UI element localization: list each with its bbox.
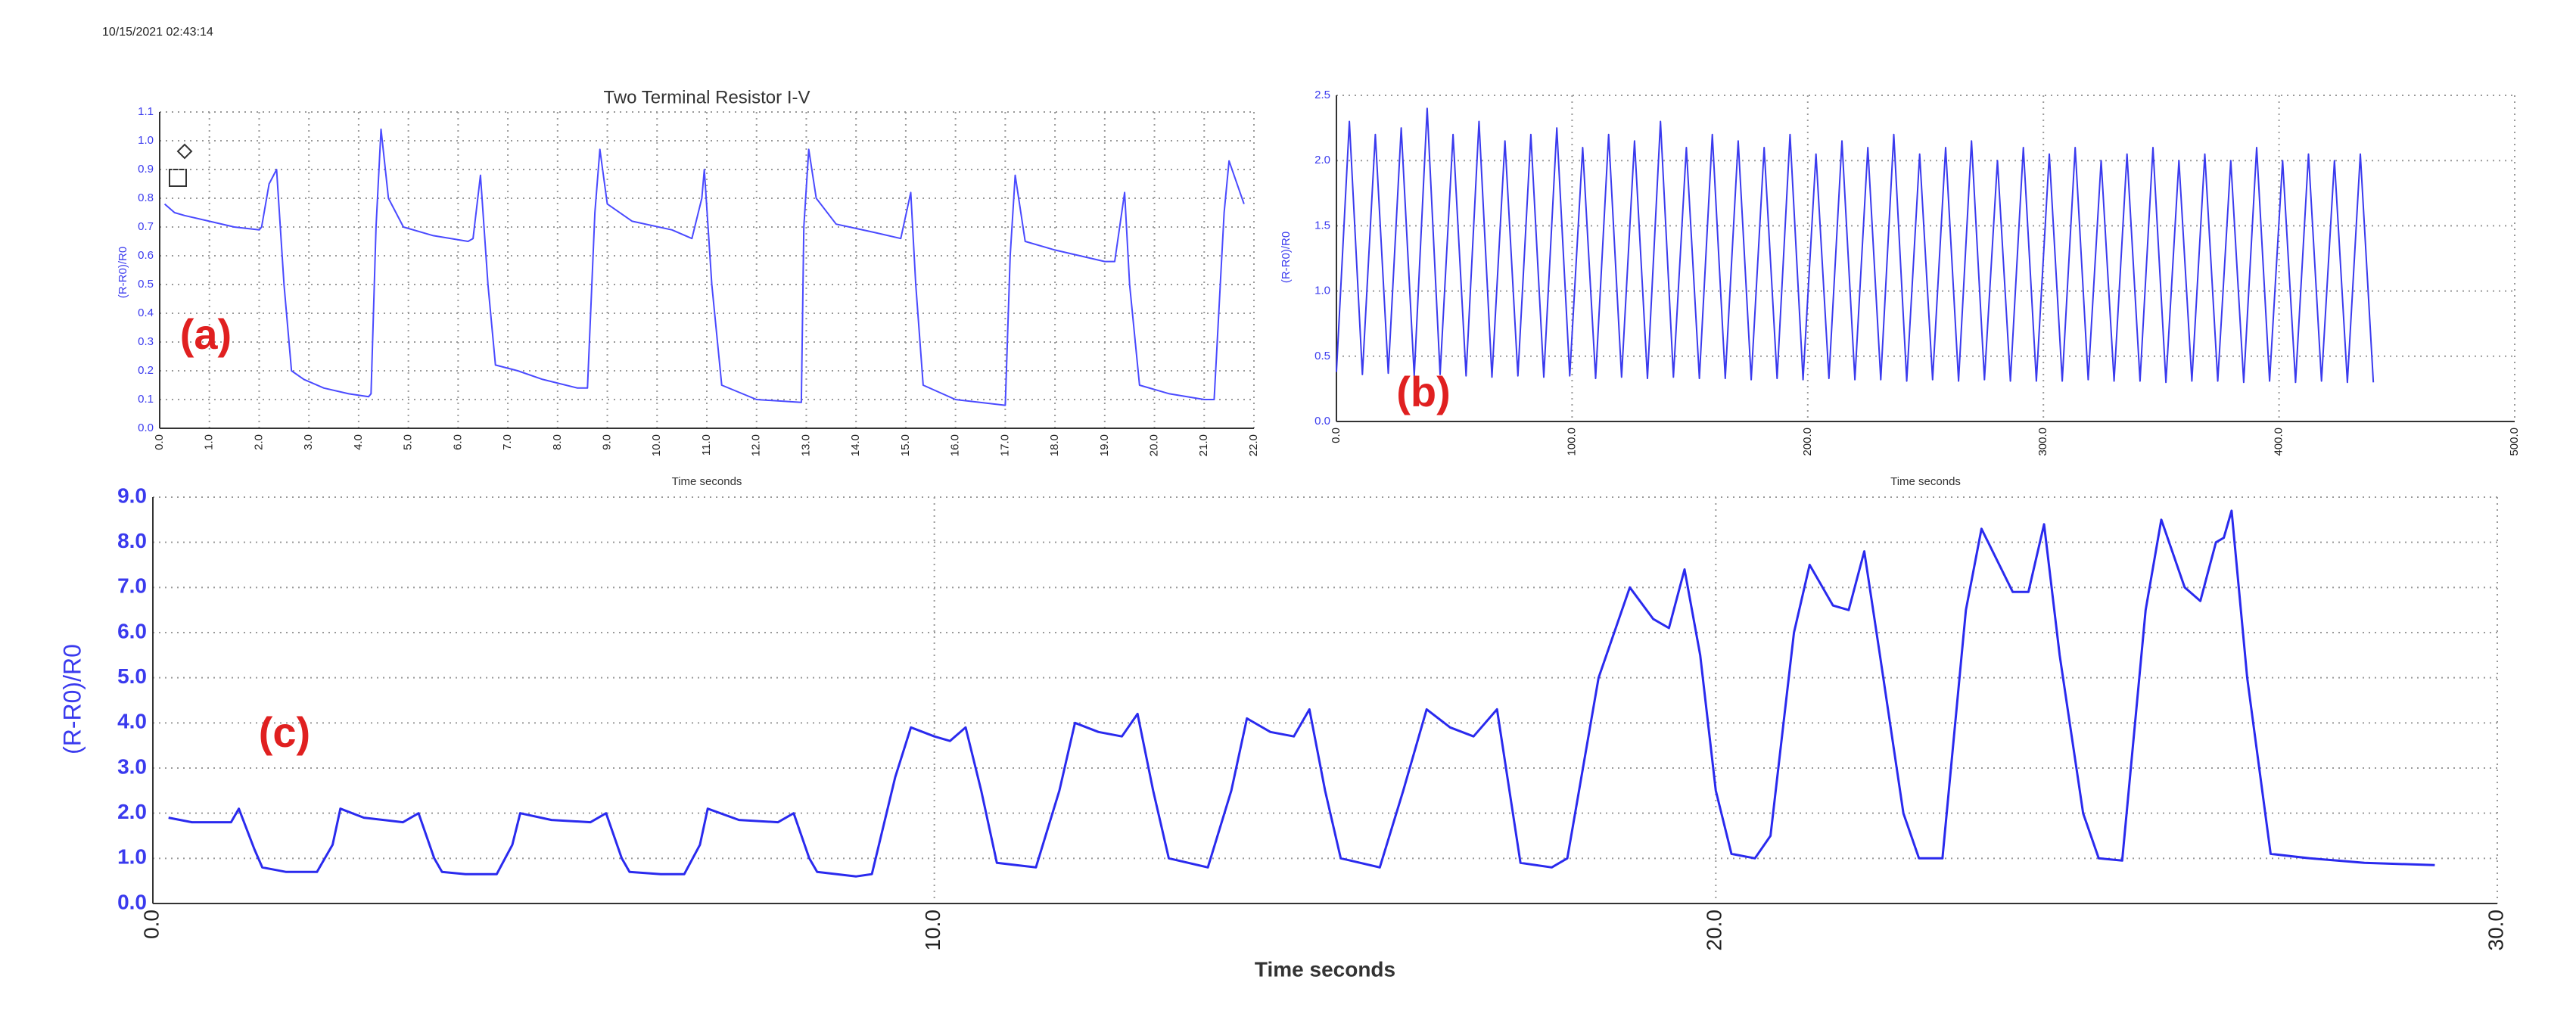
panel-label: (c) [259, 708, 310, 756]
data-line [168, 509, 2435, 878]
x-tick-label: 200.0 [1801, 428, 1814, 456]
y-tick-label: 0.3 [138, 335, 154, 348]
y-tick-label: 0.8 [138, 191, 154, 204]
y-tick-label: 2.0 [1314, 154, 1330, 166]
chart-title: Two Terminal Resistor I-V [604, 87, 810, 107]
y-tick-label: 0.9 [138, 163, 154, 176]
y-tick-label: 0.1 [138, 393, 154, 406]
x-tick-label: 0.0 [153, 434, 166, 450]
y-axis-label: (R-R0)/R0 [58, 644, 86, 754]
x-tick-label: 10.0 [650, 434, 663, 456]
y-tick-label: 1.0 [117, 845, 147, 869]
x-tick-label: 12.0 [750, 434, 763, 456]
x-tick-label: 100.0 [1565, 428, 1578, 456]
y-axis-label: (R-R0)/R0 [117, 247, 129, 298]
data-line [163, 128, 1245, 406]
y-tick-label: 0.6 [138, 249, 154, 262]
panel-label: (b) [1396, 368, 1451, 415]
x-tick-label: 6.0 [451, 434, 464, 450]
y-tick-label: 6.0 [117, 619, 147, 642]
x-tick-label: 4.0 [352, 434, 365, 450]
x-tick-label: 10.0 [921, 910, 944, 951]
y-tick-label: 2.0 [117, 800, 147, 823]
x-tick-label: 20.0 [1703, 910, 1726, 951]
x-tick-label: 13.0 [799, 434, 812, 456]
y-tick-label: 0.5 [138, 278, 154, 291]
y-axis-label: (R-R0)/R0 [1280, 232, 1293, 283]
timestamp: 10/15/2021 02:43:14 [102, 26, 213, 39]
y-tick-label: 0.5 [1314, 350, 1330, 362]
y-tick-label: 0.7 [138, 220, 154, 233]
x-tick-label: 1.0 [203, 434, 216, 450]
x-tick-label: 5.0 [402, 434, 415, 450]
y-tick-label: 7.0 [117, 574, 147, 598]
x-axis-label: Time seconds [1255, 957, 1395, 981]
x-tick-label: 2.0 [252, 434, 265, 450]
y-tick-label: 1.0 [138, 134, 154, 147]
y-tick-label: 3.0 [117, 754, 147, 778]
x-axis-label: Time seconds [1890, 475, 1961, 488]
x-tick-label: 16.0 [949, 434, 962, 456]
x-tick-label: 21.0 [1197, 434, 1210, 456]
x-tick-label: 20.0 [1148, 434, 1161, 456]
x-tick-label: 8.0 [551, 434, 564, 450]
y-tick-label: 9.0 [117, 484, 147, 507]
y-tick-label: 4.0 [117, 710, 147, 733]
x-axis-label: Time seconds [672, 475, 742, 488]
x-tick-label: 3.0 [302, 434, 315, 450]
y-tick-label: 5.0 [117, 664, 147, 688]
x-tick-label: 9.0 [601, 434, 614, 450]
x-tick-label: 15.0 [899, 434, 912, 456]
y-tick-label: 0.4 [138, 306, 154, 319]
y-tick-label: 8.0 [117, 529, 147, 552]
x-tick-label: 300.0 [2036, 428, 2049, 456]
y-tick-label: 1.5 [1314, 219, 1330, 232]
x-tick-label: 400.0 [2273, 428, 2285, 456]
x-tick-label: 500.0 [2508, 428, 2521, 456]
x-tick-label: 11.0 [700, 434, 713, 456]
x-tick-label: 0.0 [139, 910, 163, 939]
x-tick-label: 17.0 [998, 434, 1011, 456]
x-tick-label: 0.0 [1330, 428, 1342, 443]
y-tick-label: 0.0 [138, 421, 154, 434]
y-tick-label: 1.1 [138, 105, 154, 118]
y-tick-label: 0.0 [117, 890, 147, 913]
x-tick-label: 22.0 [1247, 434, 1260, 456]
x-tick-label: 7.0 [501, 434, 514, 450]
x-tick-label: 18.0 [1048, 434, 1061, 456]
x-tick-label: 30.0 [2484, 910, 2507, 951]
y-tick-label: 0.0 [1314, 415, 1330, 428]
y-tick-label: 0.2 [138, 364, 154, 377]
data-line [1336, 107, 2375, 384]
y-tick-label: 1.0 [1314, 285, 1330, 297]
x-tick-label: 14.0 [849, 434, 862, 456]
panel-label: (a) [180, 310, 232, 358]
x-tick-label: 19.0 [1098, 434, 1111, 456]
y-tick-label: 2.5 [1314, 89, 1330, 101]
